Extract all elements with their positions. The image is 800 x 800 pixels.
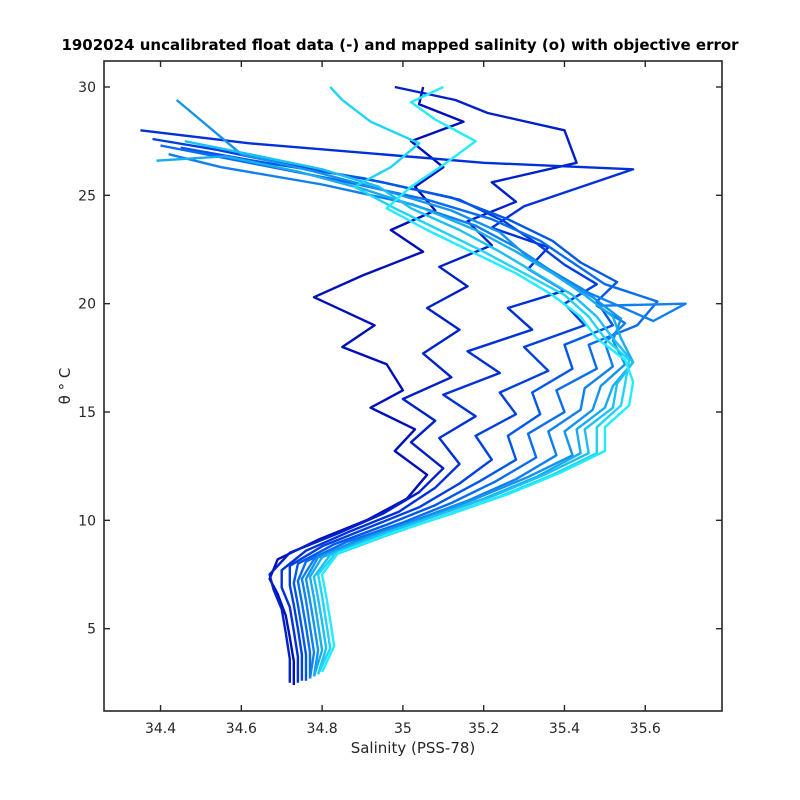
x-tick-label-0: 34.4 [145,721,176,737]
x-axis-label: Salinity (PSS-78) [351,739,476,757]
profile-line-11 [316,86,631,675]
y-tick-label-0: 5 [87,622,96,638]
series-layer [140,85,687,685]
chart-title: 1902024 uncalibrated float data (-) and … [61,36,739,54]
y-tick-label-2: 15 [78,405,96,421]
x-tick-label-1: 34.6 [226,721,257,737]
tick-layer: 34.4 34.6 34.8 35 35.2 35.4 35.6 5 10 15 20 25 30 [78,61,722,737]
profile-line-7 [168,153,687,679]
y-tick-label-5: 30 [78,80,96,96]
profile-line-5 [180,146,619,681]
x-tick-label-6: 35.6 [630,721,661,737]
y-tick-label-4: 25 [78,188,96,204]
profile-line-6 [160,144,659,679]
plot-frame [103,60,723,712]
profile-line-12 [320,85,635,673]
x-tick-label-3: 35 [394,721,412,737]
profile-line-2 [268,85,578,683]
y-axis-label: θ ° C [56,368,74,405]
profile-line-9 [156,155,635,677]
y-tick-label-3: 20 [78,297,96,313]
profile-line-10 [184,140,635,675]
x-tick-label-4: 35.2 [468,721,499,737]
y-tick-label-1: 10 [78,513,96,529]
x-tick-label-2: 34.8 [307,721,338,737]
x-tick-label-5: 35.4 [549,721,580,737]
profile-line-8 [175,99,627,677]
profile-line-3 [140,129,635,683]
